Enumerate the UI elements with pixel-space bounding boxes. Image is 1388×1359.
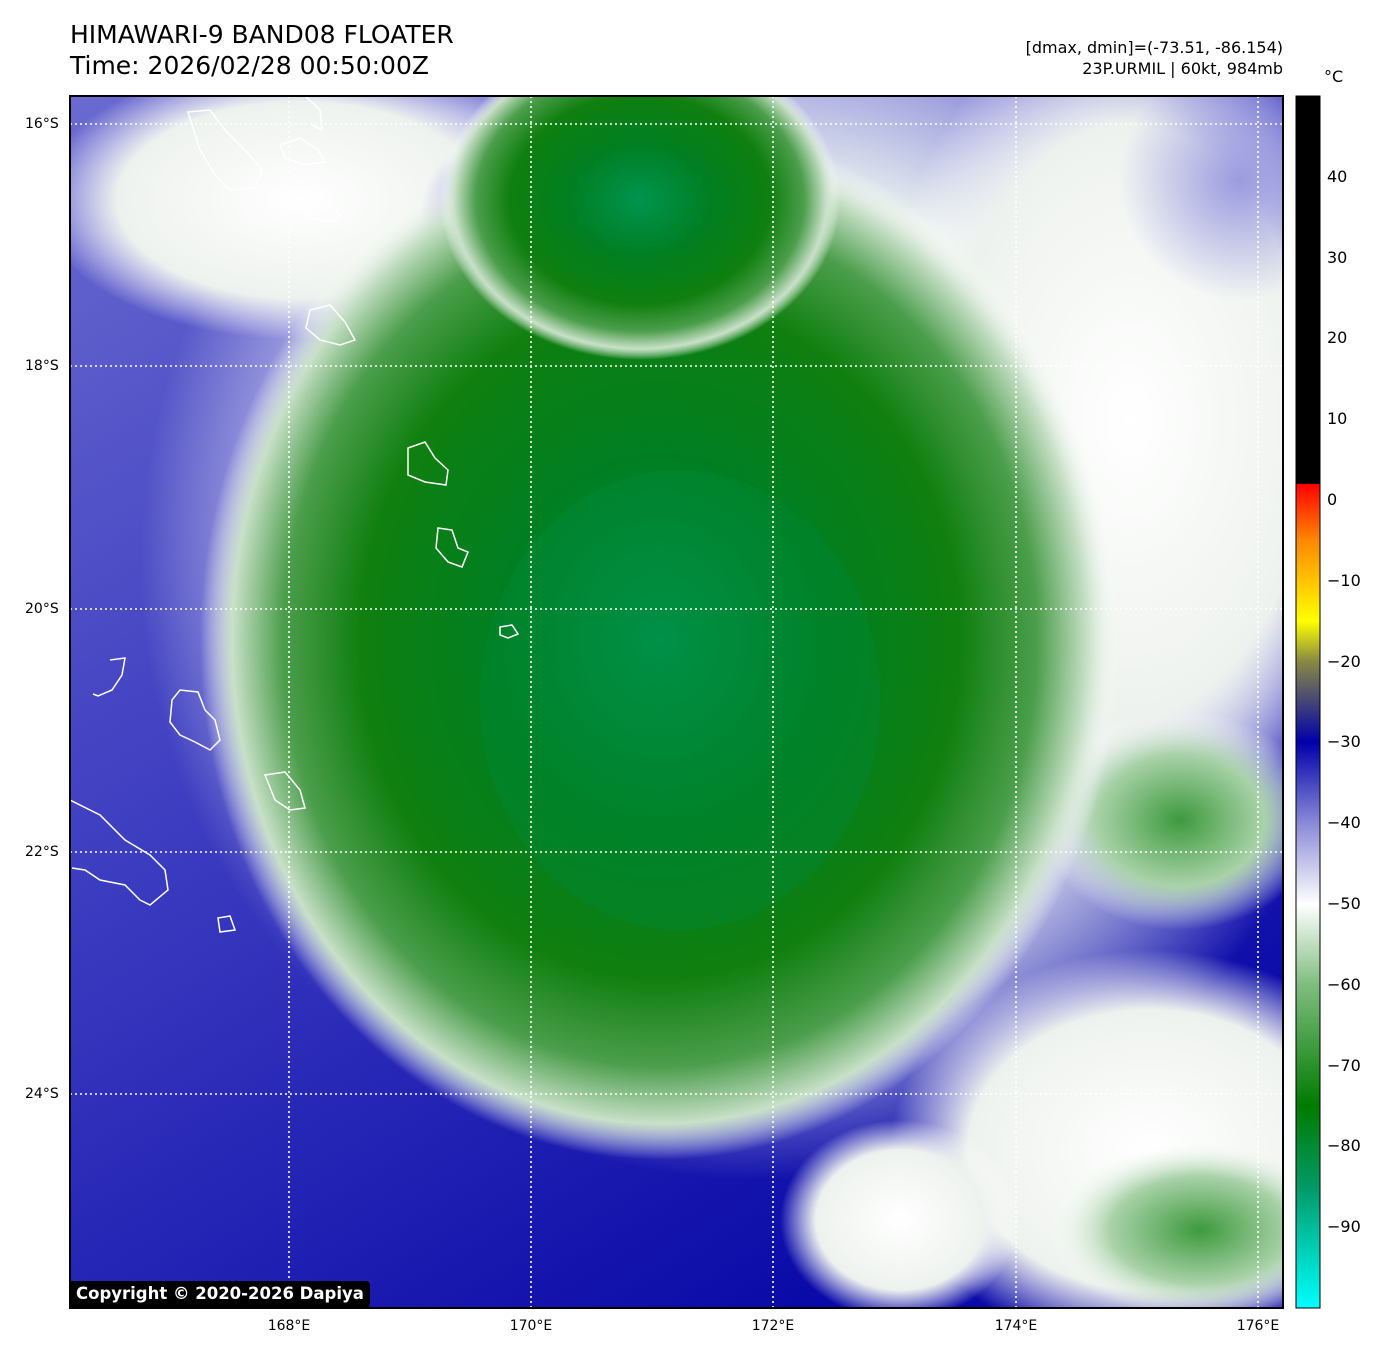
coast-island-b	[169, 689, 221, 751]
colorbar-tick-label: 30	[1327, 247, 1348, 267]
colorbar-tick-label: −20	[1327, 651, 1361, 671]
coast-island-i	[187, 109, 263, 191]
coast-island-a	[92, 657, 126, 697]
colorbar-frame	[1295, 95, 1321, 1309]
lat-label-18s: 18°S	[25, 358, 59, 374]
colorbar-tick-label: 0	[1327, 490, 1338, 509]
coast-island-d	[217, 915, 237, 933]
map-frame	[69, 95, 1284, 1309]
lon-label-176e: 176°E	[1236, 1318, 1280, 1334]
lon-label-174e: 174°E	[994, 1318, 1038, 1334]
coastlines	[70, 96, 520, 933]
colorbar-tick-label: −10	[1327, 570, 1361, 590]
storm-info: 23P.URMIL | 60kt, 984mb	[1082, 59, 1283, 78]
coast-island-k	[304, 96, 323, 132]
cloud-blue-northeast	[1120, 96, 1283, 300]
copyright-badge: Copyright © 2020-2026 Dapiya	[70, 1281, 370, 1308]
coast-island-f	[435, 527, 469, 568]
image-title: HIMAWARI-9 BAND08 FLOATER	[70, 20, 454, 49]
cloud-patch-south	[780, 1120, 1020, 1308]
colorbar-ramp	[1296, 96, 1320, 1308]
lat-label-16s: 16°S	[25, 116, 59, 132]
lat-label-20s: 20°S	[25, 601, 59, 617]
colorbar-tick-label: 20	[1327, 328, 1348, 348]
colorbar-tick-label: −50	[1327, 894, 1361, 913]
lat-label-24s: 24°S	[25, 1086, 59, 1102]
dmax-dmin-readout: [dmax, dmin]=(-73.51, -86.154)	[1025, 38, 1283, 57]
coast-island-c	[263, 771, 306, 811]
lat-label-22s: 22°S	[25, 844, 59, 860]
colorbar-tick-label: −80	[1327, 1136, 1361, 1156]
coast-island-h	[305, 304, 357, 346]
colorbar-tick-label: −30	[1327, 732, 1361, 752]
colorbar-tick-label: −60	[1327, 974, 1361, 994]
colorbar-tick-label: −40	[1327, 813, 1361, 833]
coast-island-j	[279, 137, 327, 166]
coast-island-g	[499, 624, 520, 639]
colorbar-tick-label: −90	[1327, 1217, 1361, 1237]
cloud-band-north	[440, 96, 840, 360]
lon-label-170e: 170°E	[509, 1318, 553, 1334]
cdo-core	[480, 470, 880, 930]
coast-new-caledonia	[70, 799, 169, 906]
lon-label-172e: 172°E	[751, 1318, 795, 1334]
lon-label-168e: 168°E	[267, 1318, 311, 1334]
colorbar	[1296, 96, 1320, 1308]
image-time: Time: 2026/02/28 00:50:00Z	[70, 51, 429, 80]
coast-island-l	[307, 195, 342, 223]
coast-island-e	[407, 441, 449, 486]
cloud-green-southeast	[1050, 1140, 1283, 1308]
central-dense-overcast	[200, 120, 1120, 1160]
colorbar-tick-label: 10	[1327, 409, 1348, 429]
colorbar-tick-label: −70	[1327, 1055, 1361, 1075]
colorbar-unit: °C	[1324, 67, 1344, 86]
graticule	[70, 96, 1283, 1308]
colorbar-tick-label: 40	[1327, 166, 1348, 186]
